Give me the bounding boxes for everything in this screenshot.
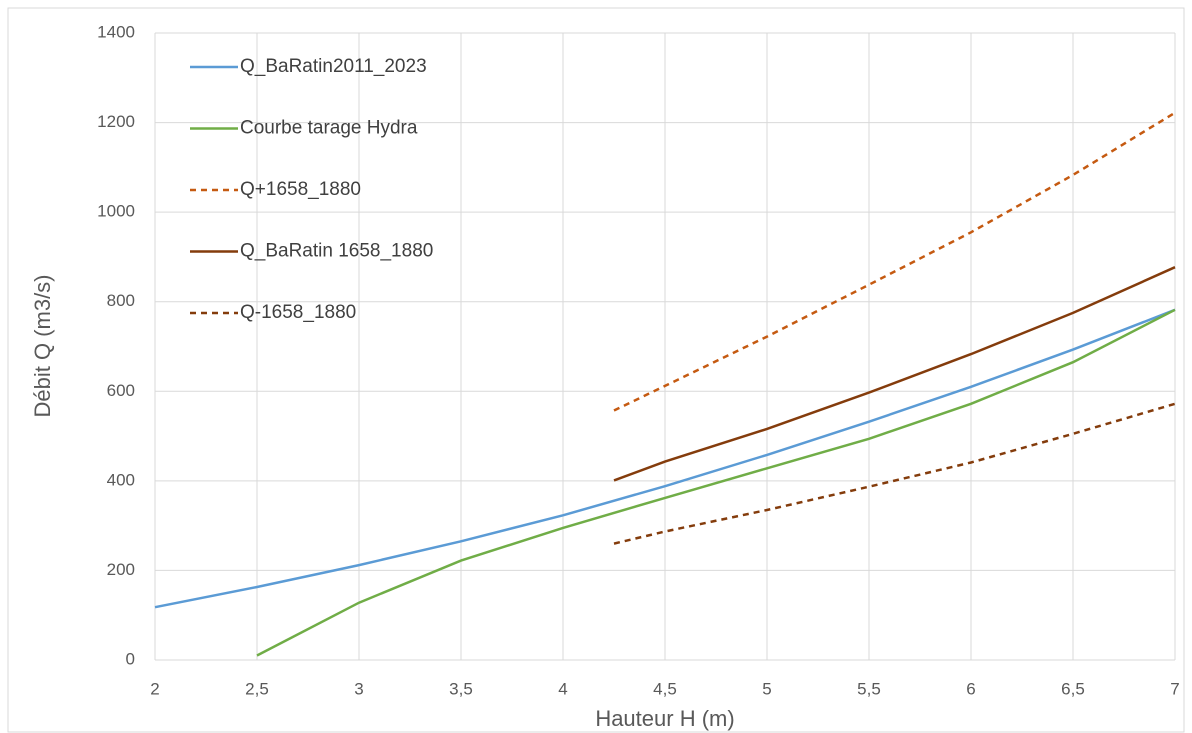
x-tick-label: 6,5 [1061, 679, 1085, 698]
legend-label: Q+1658_1880 [240, 179, 361, 200]
series-line [613, 111, 1176, 412]
y-axis-title: Débit Q (m3/s) [30, 274, 55, 417]
legend-label: Q_BaRatin2011_2023 [240, 56, 427, 77]
series-line [613, 266, 1176, 482]
y-tick-label: 600 [107, 381, 135, 400]
y-tick-label: 1000 [97, 202, 135, 221]
legend-label: Q_BaRatin 1658_1880 [240, 241, 433, 262]
series-line [256, 308, 1176, 657]
x-tick-label: 2 [150, 679, 159, 698]
x-tick-label: 7 [1170, 679, 1179, 698]
x-axis-title: Hauteur H (m) [595, 706, 734, 731]
legend-label: Courbe tarage Hydra [240, 118, 418, 139]
x-tick-label: 5,5 [857, 679, 881, 698]
x-tick-label: 3,5 [449, 679, 473, 698]
y-tick-label: 1200 [97, 112, 135, 131]
chart-frame [7, 7, 1185, 733]
y-tick-label: 200 [107, 560, 135, 579]
series-line [154, 308, 1176, 609]
x-tick-label: 2,5 [245, 679, 269, 698]
x-tick-label: 5 [762, 679, 771, 698]
y-tick-label: 800 [107, 291, 135, 310]
y-tick-label: 0 [126, 649, 135, 668]
y-tick-label: 400 [107, 470, 135, 489]
x-tick-label: 4,5 [653, 679, 677, 698]
legend-label: Q-1658_1880 [240, 302, 356, 323]
y-tick-label: 1400 [97, 22, 135, 41]
x-tick-label: 6 [966, 679, 975, 698]
x-tick-label: 4 [558, 679, 567, 698]
x-tick-label: 3 [354, 679, 363, 698]
